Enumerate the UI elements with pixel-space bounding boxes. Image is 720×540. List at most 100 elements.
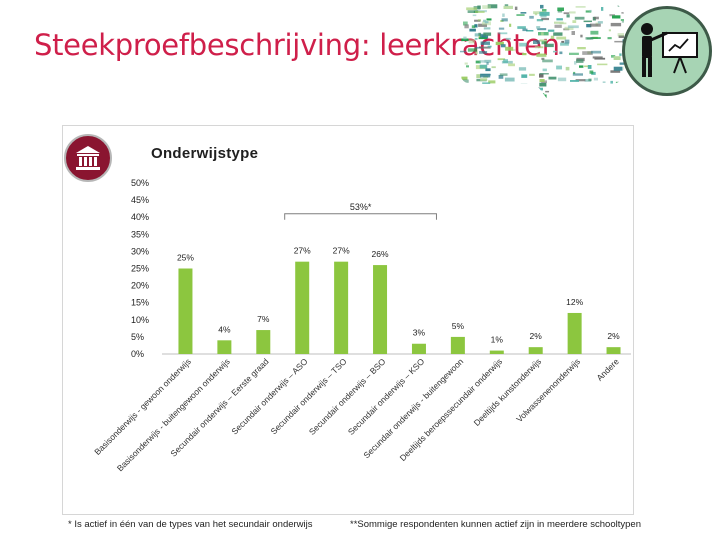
cloud-word-mark	[590, 23, 601, 27]
presenter-at-board-icon	[641, 23, 698, 77]
cloud-word-mark	[584, 79, 592, 82]
cloud-word-mark	[585, 10, 592, 13]
cloud-word-mark	[585, 37, 594, 40]
cloud-word-mark	[556, 65, 562, 70]
cloud-word-mark	[505, 46, 514, 51]
cloud-word-mark	[537, 46, 544, 49]
cloud-word-mark	[564, 39, 570, 44]
cloud-word-mark	[479, 46, 482, 49]
y-tick-label: 45%	[131, 195, 149, 205]
cloud-word-mark	[497, 58, 506, 61]
cloud-word-mark	[526, 30, 534, 32]
cloud-word-mark	[537, 28, 547, 31]
bar	[373, 265, 388, 354]
cloud-word-mark	[565, 66, 570, 71]
cloud-word-mark	[491, 66, 496, 69]
cloud-word-mark	[566, 14, 570, 18]
cloud-word-mark	[480, 73, 491, 78]
cloud-word-mark	[475, 11, 485, 13]
cloud-word-mark	[620, 19, 624, 21]
cloud-word-mark	[541, 32, 544, 36]
cloud-word-mark	[460, 50, 467, 53]
page-title: Steekproefbeschrijving: leerkrachten	[34, 28, 560, 62]
cloud-word-mark	[533, 11, 544, 15]
y-tick-label: 0%	[131, 349, 144, 359]
cloud-word-mark	[542, 59, 553, 63]
cloud-word-mark	[582, 51, 593, 55]
bar	[450, 336, 465, 354]
cloud-word-mark	[501, 18, 508, 22]
bracket-label: 53%*	[350, 202, 372, 212]
cloud-word-mark	[572, 20, 577, 23]
cloud-word-mark	[608, 29, 611, 32]
cloud-word-mark	[540, 4, 544, 9]
bar	[528, 347, 543, 354]
cloud-word-mark	[472, 14, 477, 17]
cloud-word-mark	[504, 4, 509, 7]
bar	[256, 330, 271, 354]
cloud-word-mark	[499, 73, 508, 76]
cloud-word-mark	[542, 9, 547, 12]
cloud-word-mark	[548, 76, 557, 80]
cloud-word-mark	[542, 68, 547, 72]
cloud-word-mark	[485, 68, 491, 72]
x-tick-label: Secundair onderwijs – TSO	[268, 356, 348, 436]
cloud-word-mark	[486, 18, 492, 21]
x-tick-label: Secundair onderwijs – ASO	[229, 356, 310, 437]
cloud-word-mark	[486, 62, 489, 65]
cloud-word-mark	[495, 41, 504, 46]
bar	[217, 340, 232, 354]
cloud-word-mark	[474, 37, 478, 40]
cloud-word-mark	[487, 45, 492, 48]
bar-value-label: 3%	[413, 328, 426, 338]
bar	[489, 350, 504, 354]
cloud-word-mark	[572, 73, 583, 76]
cloud-word-mark	[517, 26, 526, 29]
y-tick-label: 35%	[131, 229, 149, 239]
cloud-word-mark	[575, 6, 586, 8]
cloud-word-mark	[483, 19, 487, 23]
cloud-word-mark	[469, 28, 476, 32]
bar-value-label: 2%	[607, 331, 620, 341]
bank-building-icon	[64, 134, 112, 182]
y-tick-label: 25%	[131, 264, 149, 274]
cloud-word-mark	[591, 50, 601, 54]
cloud-word-mark	[483, 32, 492, 36]
cloud-word-mark	[480, 78, 488, 81]
cloud-word-mark	[544, 43, 554, 48]
cloud-word-mark	[567, 25, 579, 29]
cloud-word-mark	[597, 21, 603, 24]
cloud-word-mark	[479, 51, 488, 54]
cloud-word-mark	[609, 14, 615, 17]
x-tick-label: Andere	[594, 356, 621, 383]
bar-chart: 0%5%10%15%20%25%30%35%40%45%50%25%Basiso…	[92, 178, 631, 473]
cloud-word-mark	[471, 25, 476, 29]
bracket-line	[284, 213, 437, 220]
cloud-word-mark	[560, 42, 569, 46]
cloud-word-mark	[617, 33, 624, 37]
bar-value-label: 25%	[177, 253, 194, 263]
cloud-word-mark	[619, 62, 624, 65]
bar-value-label: 27%	[294, 246, 311, 256]
cloud-word-mark	[498, 75, 504, 79]
cloud-word-mark	[575, 79, 586, 82]
cloud-word-mark	[487, 4, 498, 9]
cloud-word-mark	[561, 40, 565, 43]
cloud-word-mark	[511, 49, 516, 51]
cloud-word-mark	[488, 80, 496, 84]
cloud-word-mark	[590, 37, 601, 39]
cloud-word-mark	[580, 34, 583, 38]
cloud-word-mark	[590, 30, 599, 35]
cloud-word-mark	[479, 33, 486, 38]
cloud-word-mark	[503, 5, 513, 9]
cloud-word-mark	[463, 36, 467, 40]
bar-value-label: 12%	[566, 297, 583, 307]
cloud-word-mark	[554, 21, 564, 24]
y-tick-label: 5%	[131, 332, 144, 342]
cloud-word-mark	[503, 59, 508, 63]
cloud-word-mark	[467, 10, 479, 13]
cloud-word-mark	[547, 29, 555, 32]
cloud-word-mark	[519, 42, 528, 47]
cloud-word-mark	[610, 22, 622, 27]
bar	[567, 312, 582, 354]
